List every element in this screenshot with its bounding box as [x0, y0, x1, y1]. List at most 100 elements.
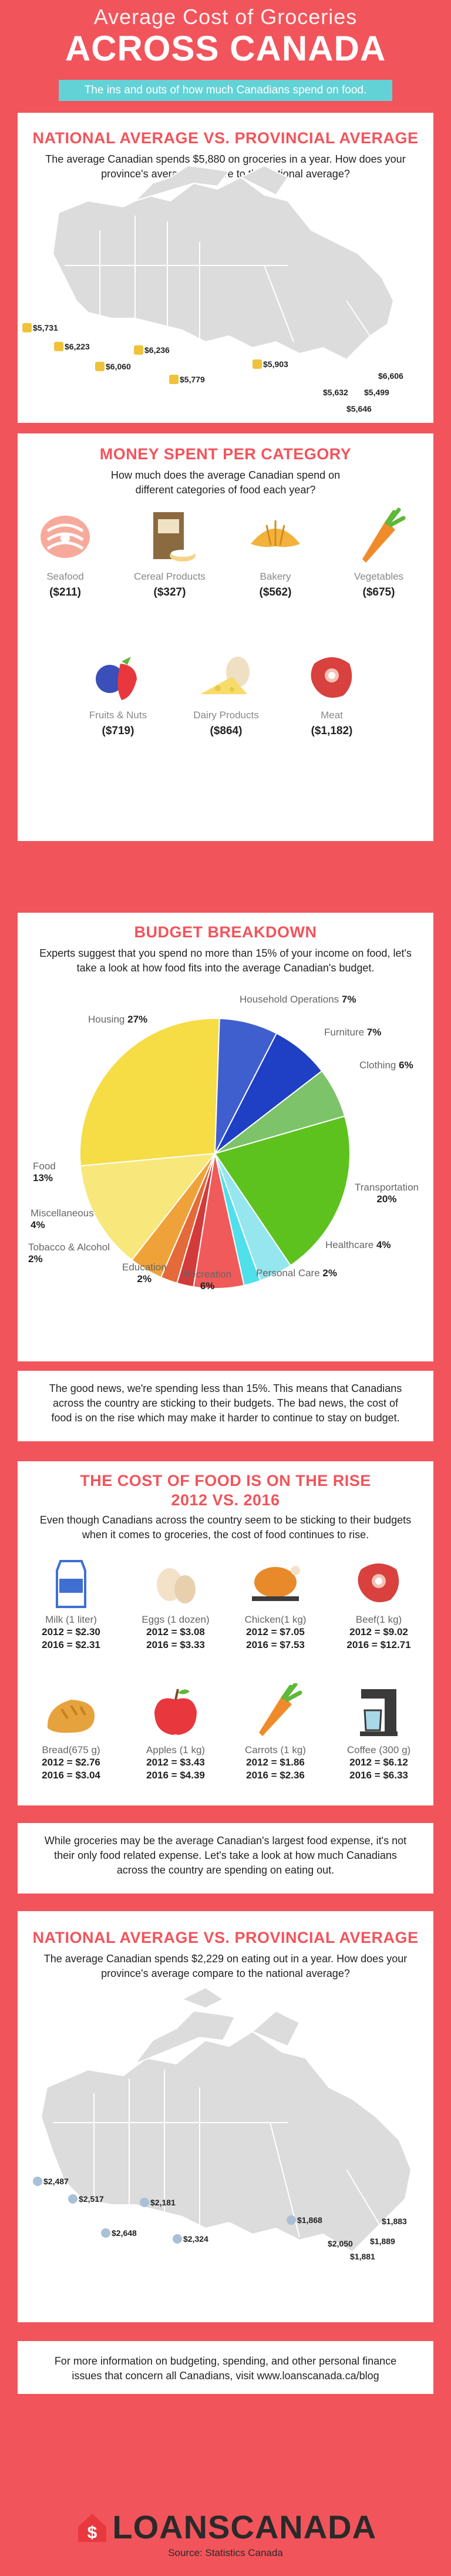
- footer-logo: $ LOANSCANADA Source: Statistics Canada: [0, 2508, 451, 2559]
- milk-carton-icon: [42, 1553, 100, 1609]
- category-item: Meat ($1,182): [288, 646, 376, 738]
- salmon-icon: [36, 507, 95, 566]
- province-value: $1,868: [287, 2215, 322, 2225]
- pie-label-furniture: Furniture 7%: [324, 1027, 382, 1038]
- pie-label-recreation: Recreation 6%: [183, 1269, 232, 1292]
- pie-label-healthcare: Healthcare 4%: [325, 1239, 391, 1250]
- budget-pie-chart: [79, 1018, 351, 1289]
- pie-slice-food: [79, 1152, 217, 1261]
- food-item: Milk (1 liter) 2012 = $2.30 2016 = $2.31: [21, 1553, 121, 1652]
- province-value: $2,050: [328, 2239, 353, 2248]
- category-item: Vegetables ($675): [335, 507, 423, 599]
- logo-canada: CANADA: [230, 2508, 377, 2545]
- pie-label-personal: Personal Care 2%: [256, 1267, 337, 1279]
- pie-label-household: Household Operations 7%: [240, 994, 356, 1005]
- category-item: Dairy Products ($864): [182, 646, 270, 738]
- province-value: $5,903: [253, 359, 288, 369]
- province-value: $5,731: [22, 323, 58, 332]
- province-value: $2,324: [173, 2234, 208, 2244]
- money-icon: [140, 2198, 149, 2207]
- pie-label-transport: Transportation 20%: [355, 1182, 419, 1205]
- province-value: $2,648: [101, 2228, 137, 2238]
- money-icon: [22, 323, 32, 332]
- grocery-map-panel: NATIONAL AVERAGE VS. PROVINCIAL AVERAGE …: [18, 113, 433, 423]
- header: Average Cost of Groceries ACROSS CANADA: [0, 5, 451, 69]
- steak-icon: [302, 646, 361, 705]
- cheese-eggs-icon: [197, 646, 255, 705]
- canada-map-graphic: [40, 1986, 412, 2253]
- pie-label-misc: Miscellaneous 4%: [31, 1208, 94, 1230]
- section-text: How much does the average Canadian spend…: [110, 469, 341, 496]
- money-icon: [253, 359, 262, 369]
- category-item: Seafood ($211): [21, 507, 109, 599]
- money-icon: [173, 2234, 182, 2244]
- section-title: MONEY SPENT PER CATEGORY: [99, 445, 352, 463]
- province-value: $1,883: [382, 2217, 407, 2226]
- province-value: $6,223: [54, 342, 90, 351]
- province-value: $2,487: [33, 2177, 69, 2186]
- pie-slice-housing: [79, 1018, 220, 1167]
- carrot-icon: [349, 507, 408, 566]
- money-icon: [169, 375, 179, 384]
- logo-loans: LOANS: [112, 2508, 231, 2545]
- pie-slice-furniture: [214, 1032, 323, 1154]
- cereal-box-icon: [140, 507, 199, 566]
- budget-panel: BUDGET BREAKDOWN Experts suggest that yo…: [18, 913, 433, 1361]
- source-text: Source: Statistics Canada: [168, 2547, 283, 2558]
- province-value: $6,236: [134, 345, 170, 355]
- province-value: $6,606: [378, 371, 403, 381]
- title-big: ACROSS CANADA: [65, 29, 386, 68]
- pie-label-clothing: Clothing 6%: [359, 1060, 413, 1071]
- section-text: Even though Canadians across the country…: [39, 1514, 412, 1541]
- money-icon: [101, 2228, 110, 2238]
- bread-icon: [42, 1683, 100, 1740]
- eggs-icon: [146, 1553, 205, 1609]
- province-value: $5,632: [323, 388, 348, 397]
- food-item: Apples (1 kg) 2012 = $3.43 2016 = $4.39: [126, 1683, 226, 1782]
- apple-icon: [146, 1683, 205, 1740]
- food-item: Carrots (1 kg) 2012 = $1.86 2016 = $2.36: [226, 1682, 325, 1782]
- category-item: Fruits & Nuts ($719): [74, 646, 162, 738]
- section-subtitle: 2012 VS. 2016: [171, 1491, 280, 1509]
- money-icon: [287, 2215, 296, 2225]
- province-value: $1,889: [370, 2237, 395, 2246]
- food-item: Bread(675 g) 2012 = $2.76 2016 = $3.04: [21, 1683, 121, 1782]
- province-value: $5,499: [364, 388, 389, 397]
- roast-chicken-icon: [246, 1553, 305, 1609]
- section-title: BUDGET BREAKDOWN: [134, 923, 317, 941]
- pie-slice-transportation: [214, 1115, 351, 1266]
- beef-steak-icon: [349, 1553, 408, 1609]
- food-item: Beef(1 kg) 2012 = $9.02 2016 = $12.71: [329, 1553, 429, 1652]
- money-icon: [33, 2177, 42, 2186]
- food-item: Chicken(1 kg) 2012 = $7.05 2016 = $7.53: [226, 1553, 325, 1652]
- pie-slice-household-operations: [214, 1018, 278, 1154]
- svg-text:$: $: [87, 2523, 97, 2543]
- pie-label-food: Food 13%: [33, 1161, 56, 1183]
- section-title: NATIONAL AVERAGE VS. PROVINCIAL AVERAGE: [32, 129, 419, 147]
- province-value: $5,646: [346, 404, 372, 413]
- info-paragraph: While groceries may be the average Canad…: [18, 1823, 433, 1894]
- info-paragraph: The good news, we're spending less than …: [18, 1371, 433, 1441]
- money-icon: [54, 342, 63, 351]
- berries-icon: [89, 646, 147, 705]
- food-cost-panel: THE COST OF FOOD IS ON THE RISE 2012 VS.…: [18, 1461, 433, 1805]
- house-logo-icon: $: [78, 2513, 106, 2543]
- money-icon: [134, 345, 143, 355]
- category-item: Cereal Products ($327): [126, 507, 214, 599]
- eating-out-map-panel: NATIONAL AVERAGE VS. PROVINCIAL AVERAGE …: [18, 1911, 433, 2322]
- section-title: THE COST OF FOOD IS ON THE RISE: [80, 1472, 371, 1489]
- section-text: Experts suggest that you spend no more t…: [39, 947, 412, 974]
- section-text: The average Canadian spends $2,229 on ea…: [43, 1953, 408, 1979]
- food-item: Coffee (300 g) 2012 = $6.12 2016 = $6.33: [329, 1683, 429, 1782]
- info-paragraph: For more information on budgeting, spend…: [18, 2341, 433, 2394]
- section-title: NATIONAL AVERAGE VS. PROVINCIAL AVERAGE: [32, 1929, 419, 1946]
- pie-label-education: Education 2%: [122, 1262, 167, 1284]
- subtitle-bar: The ins and outs of how much Canadians s…: [59, 80, 392, 101]
- carrot-icon: [246, 1682, 305, 1740]
- category-item: Bakery ($562): [231, 507, 319, 599]
- food-item: Eggs (1 dozen) 2012 = $3.08 2016 = $3.33: [126, 1553, 226, 1652]
- money-icon: [68, 2194, 78, 2204]
- province-value: $2,517: [68, 2194, 104, 2204]
- province-value: $2,181: [140, 2198, 176, 2207]
- pie-label-tobacco: Tobacco & Alcohol 2%: [28, 1242, 110, 1265]
